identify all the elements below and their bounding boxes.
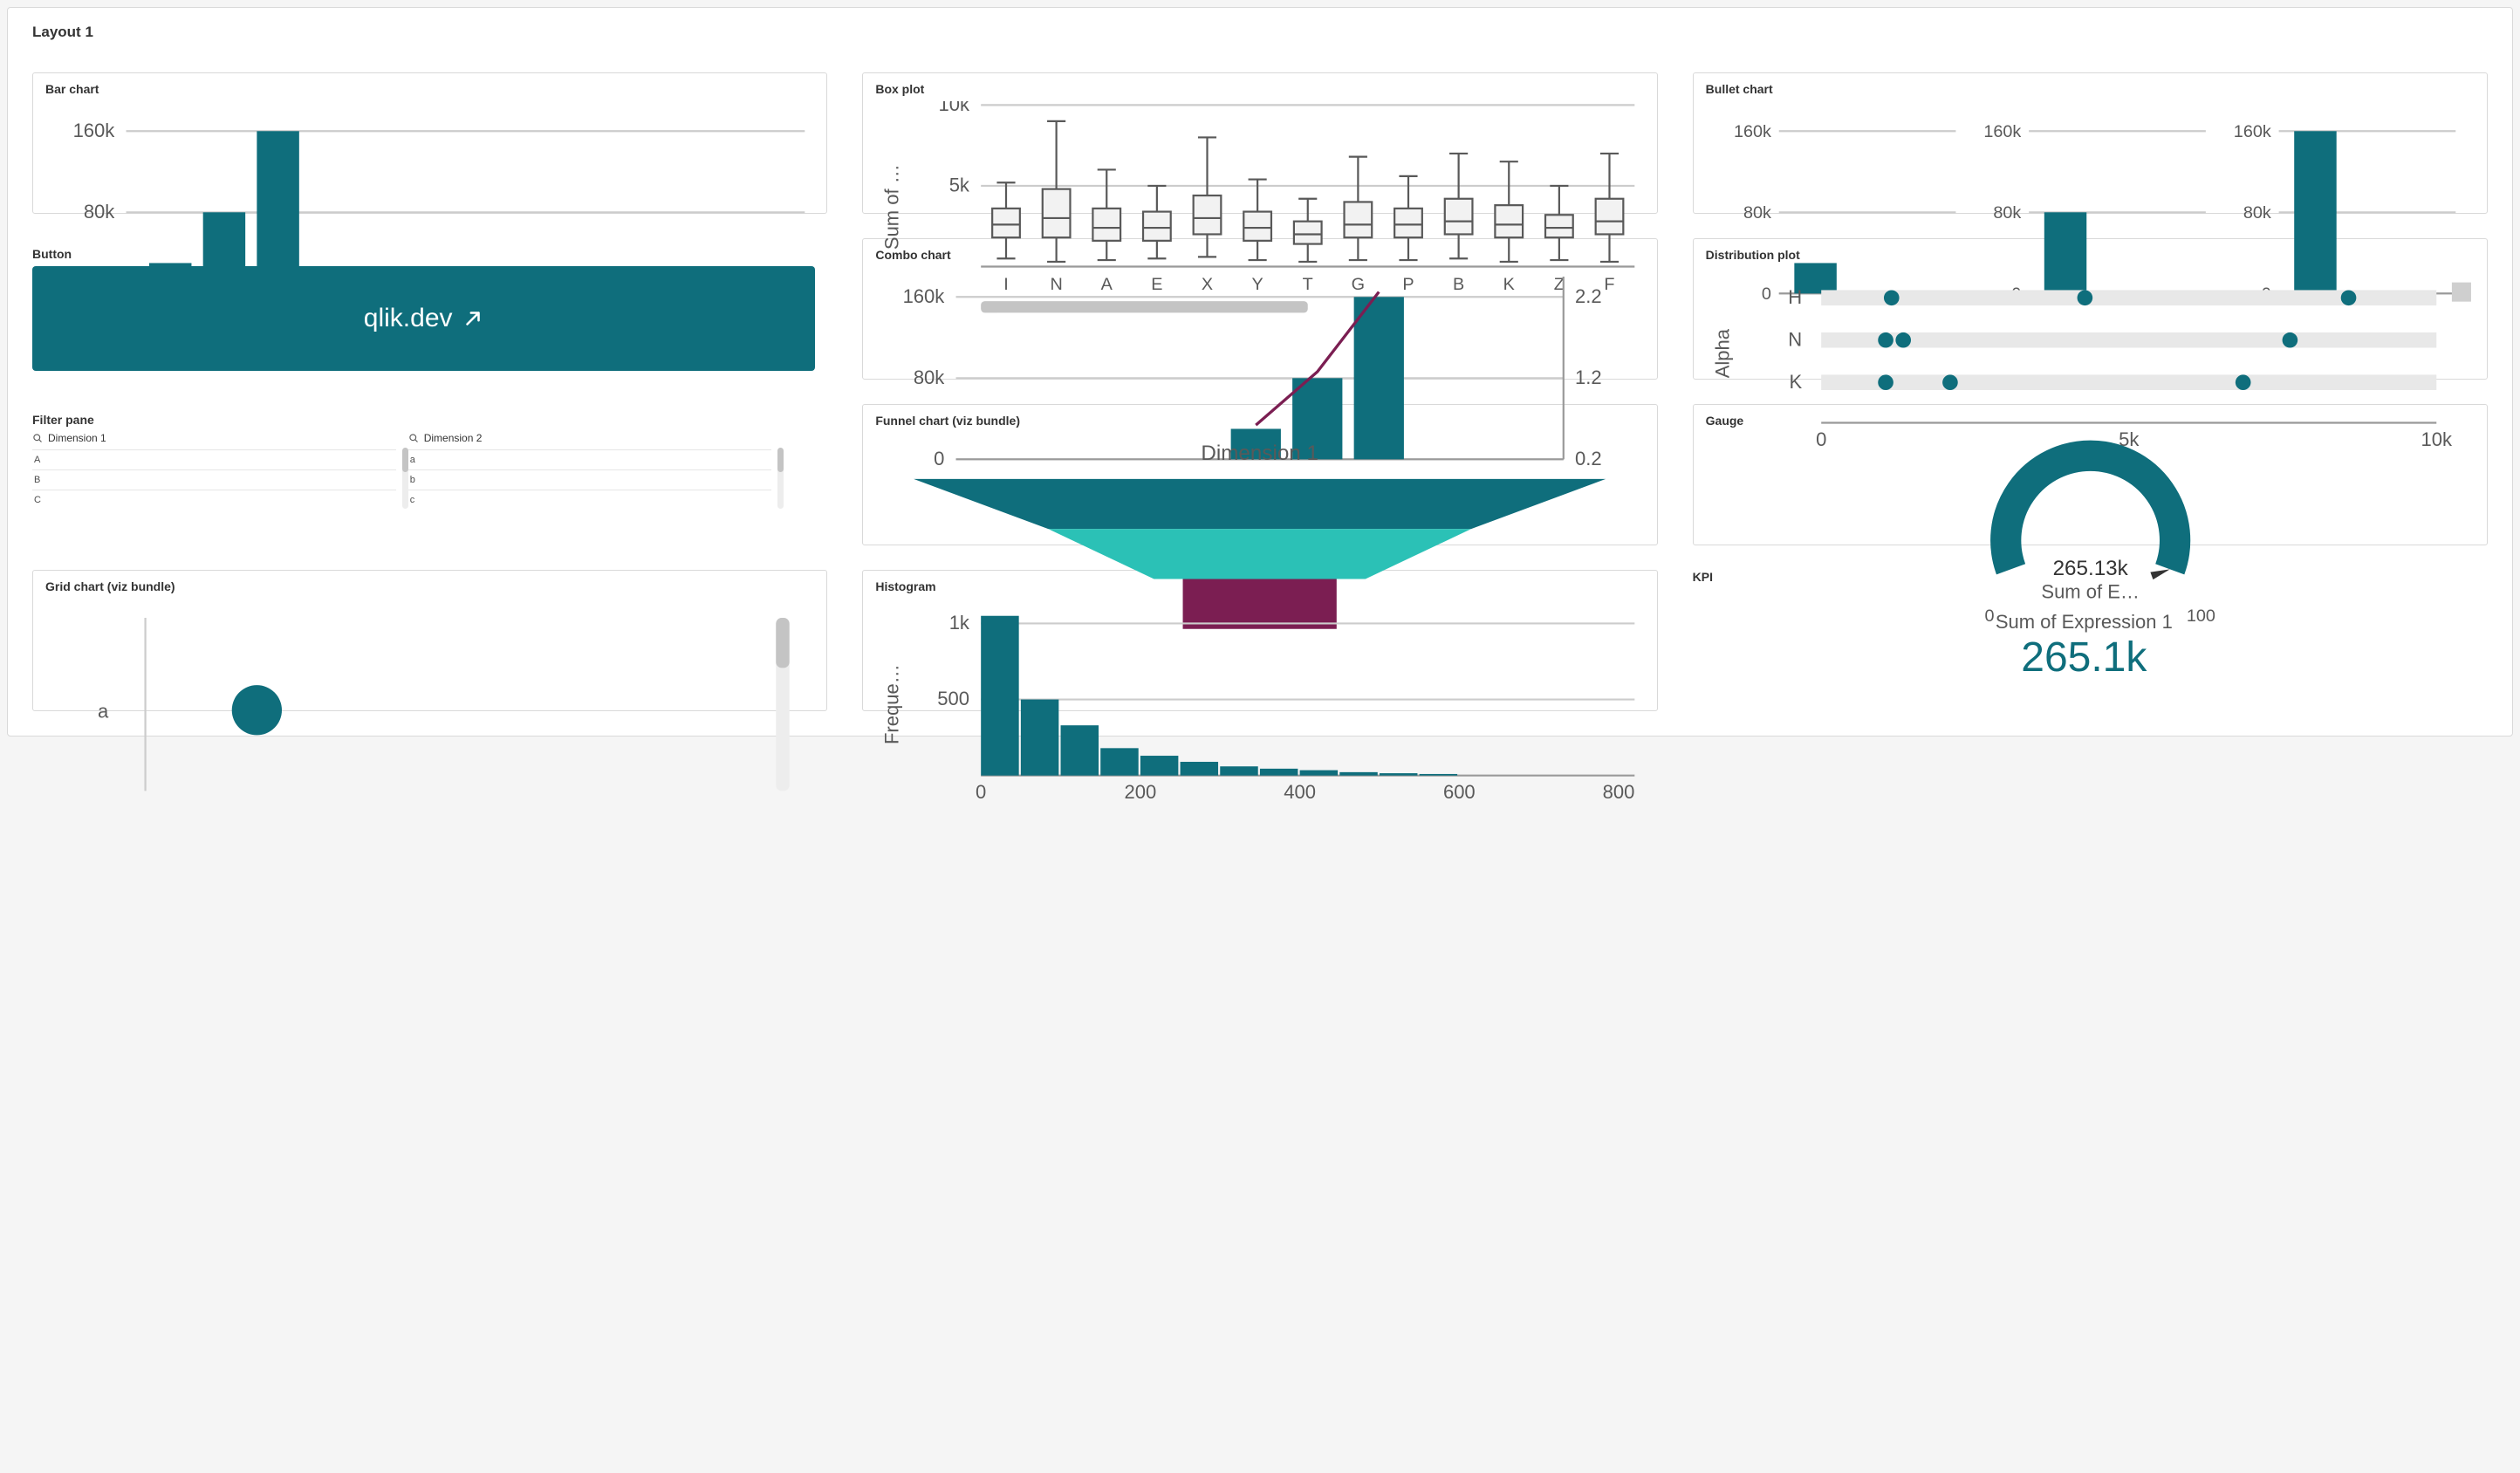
svg-text:265.13k: 265.13k — [2052, 557, 2128, 580]
svg-text:800: 800 — [1603, 781, 1635, 803]
svg-text:160k: 160k — [73, 120, 116, 141]
svg-text:2.2: 2.2 — [1575, 285, 1602, 307]
grid-chart-card[interactable]: Grid chart (viz bundle) a — [32, 570, 827, 711]
filter-item[interactable]: c — [408, 490, 772, 510]
svg-text:80k: 80k — [2243, 203, 2270, 223]
external-link-icon — [462, 307, 484, 330]
histogram-svg: Freque… 500 1k 0 200 400 600 800 — [875, 599, 1644, 819]
button-label: qlik.dev — [364, 304, 453, 333]
svg-text:160k: 160k — [1983, 122, 2021, 141]
svg-text:Alpha: Alpha — [1711, 328, 1733, 378]
svg-text:H: H — [1788, 286, 1802, 308]
svg-text:5k: 5k — [949, 175, 970, 196]
filter-item[interactable]: B — [32, 469, 396, 490]
svg-text:160k: 160k — [2233, 122, 2270, 141]
svg-text:K: K — [1789, 371, 1802, 393]
svg-text:N: N — [1788, 328, 1802, 350]
svg-text:1k: 1k — [949, 612, 970, 634]
search-icon — [408, 433, 419, 443]
svg-text:400: 400 — [1284, 781, 1317, 803]
qlik-dev-button[interactable]: qlik.dev — [32, 266, 815, 371]
svg-text:160k: 160k — [903, 285, 946, 307]
grid-chart-svg: a — [45, 599, 814, 819]
filter-item[interactable]: A — [32, 449, 396, 469]
scrollbar-thumb[interactable] — [777, 448, 784, 472]
filter-column: Dimension 1 ABC — [32, 432, 408, 510]
svg-text:80k: 80k — [1743, 203, 1771, 223]
svg-text:Sum of …: Sum of … — [881, 164, 903, 250]
scrollbar[interactable] — [402, 448, 408, 509]
scrollbar[interactable] — [777, 448, 784, 509]
bar-chart-card[interactable]: Bar chart 080k160k — [32, 72, 827, 214]
sheet-container: Layout 1 Bar chart 080k160k Box plot Sum… — [7, 7, 2513, 736]
filter-pane-title: Filter pane — [32, 413, 815, 427]
box-plot-card[interactable]: Box plot Sum of …5k10kINAEXYTGPBKZF — [862, 72, 1657, 214]
sheet-title: Layout 1 — [32, 24, 2488, 41]
svg-text:1.2: 1.2 — [1575, 367, 1602, 388]
kpi-card: KPI Sum of Expression 1 265.1k — [1693, 570, 2488, 711]
kpi-body: Sum of Expression 1 265.1k — [1693, 589, 2475, 702]
filter-header[interactable]: Dimension 1 — [32, 432, 396, 444]
svg-text:Freque…: Freque… — [881, 664, 903, 744]
search-icon — [32, 433, 43, 443]
svg-text:Dimension 1: Dimension 1 — [1202, 442, 1319, 465]
kpi-value: 265.1k — [2021, 634, 2147, 682]
filter-item[interactable]: b — [408, 469, 772, 490]
svg-text:0: 0 — [976, 781, 986, 803]
filter-pane-card: Filter pane Dimension 1 ABC Dimension 2 abc — [32, 404, 827, 545]
svg-text:80k: 80k — [84, 201, 115, 223]
grid-chart-title: Grid chart (viz bundle) — [45, 579, 814, 593]
bar-chart-title: Bar chart — [45, 82, 814, 96]
filter-column: Dimension 2 abc — [408, 432, 784, 510]
svg-text:80k: 80k — [914, 367, 945, 388]
svg-text:600: 600 — [1443, 781, 1476, 803]
box-plot-title: Box plot — [875, 82, 1644, 96]
svg-text:160k: 160k — [1734, 122, 1771, 141]
filter-item[interactable]: C — [32, 490, 396, 510]
svg-text:200: 200 — [1125, 781, 1157, 803]
svg-text:a: a — [98, 701, 109, 723]
svg-text:80k: 80k — [1993, 203, 2021, 223]
bullet-chart-title: Bullet chart — [1706, 82, 2475, 96]
scrollbar-thumb[interactable] — [402, 448, 408, 472]
svg-text:500: 500 — [938, 688, 970, 709]
svg-text:10k: 10k — [939, 101, 970, 115]
filter-item[interactable]: a — [408, 449, 772, 469]
kpi-label: Sum of Expression 1 — [1996, 611, 2173, 634]
filter-header[interactable]: Dimension 2 — [408, 432, 772, 444]
bullet-chart-card[interactable]: Bullet chart 080k160k080k160k080k160k — [1693, 72, 2488, 214]
dashboard-grid: Bar chart 080k160k Box plot Sum of … 5k 10… — [32, 72, 2488, 711]
filter-pane-body: Dimension 1 ABC Dimension 2 abc — [32, 432, 815, 537]
